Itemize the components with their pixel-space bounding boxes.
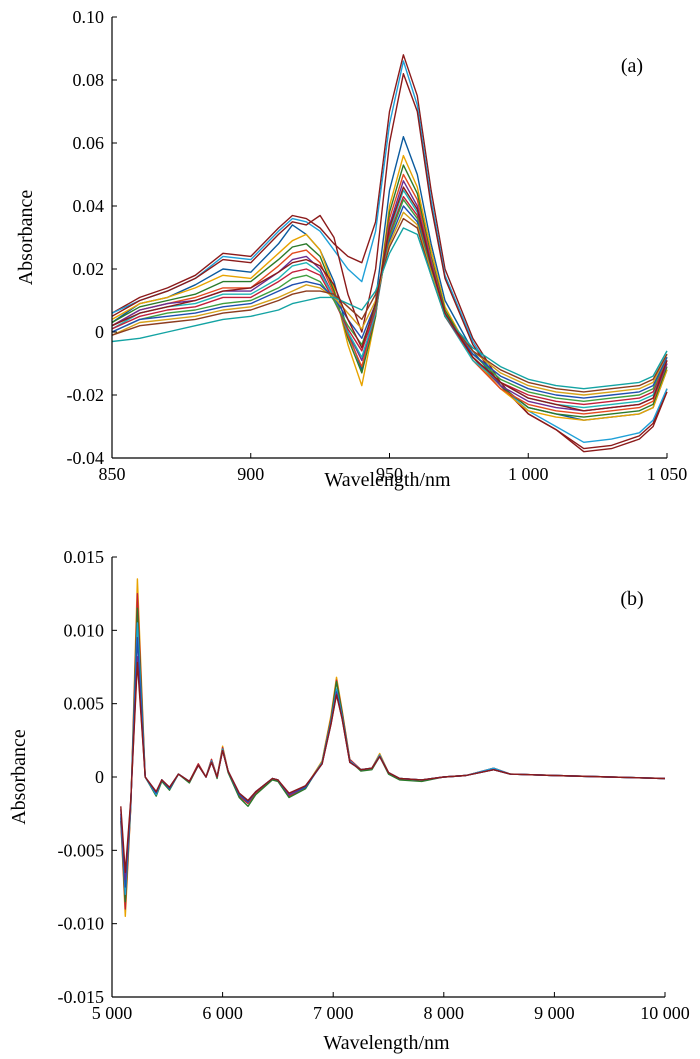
- series-line-1: [111, 54, 668, 450]
- series-line-7: [120, 661, 666, 873]
- series-line-1: [120, 578, 666, 917]
- series-line-15: [111, 227, 668, 390]
- y-tick-label: 0: [95, 322, 104, 342]
- x-tick-label: 950: [376, 464, 403, 484]
- x-axis-title: Wavelength/nm: [323, 1032, 450, 1054]
- series-line-3: [111, 73, 668, 453]
- y-tick-label: -0.005: [58, 840, 105, 860]
- y-axis-title: Absorbance: [15, 190, 37, 286]
- x-tick-label: 8 000: [424, 1003, 465, 1023]
- series-line-5: [120, 637, 666, 888]
- y-tick-label: -0.02: [67, 385, 105, 405]
- y-tick-label: 0.005: [64, 694, 105, 714]
- y-tick-label: -0.015: [58, 987, 105, 1007]
- y-tick-label: -0.010: [58, 914, 105, 934]
- x-tick-label: 9 000: [534, 1003, 575, 1023]
- y-tick-label: 0.015: [64, 547, 105, 567]
- y-tick-label: 0.02: [73, 259, 105, 279]
- y-axis-title: Absorbance: [8, 729, 30, 825]
- y-tick-label: 0.10: [73, 7, 105, 27]
- x-tick-label: 900: [237, 464, 264, 484]
- series-line-2: [120, 593, 666, 910]
- y-tick-label: 0: [95, 767, 104, 787]
- x-tick-label: 1 000: [508, 464, 549, 484]
- panel-label: (b): [620, 588, 643, 610]
- series-group: [120, 578, 666, 917]
- y-tick-label: 0.06: [73, 133, 105, 153]
- panel-label: (a): [621, 55, 643, 77]
- series-line-6: [120, 656, 666, 881]
- series-line-16: [111, 186, 668, 412]
- y-tick-label: 0.010: [64, 620, 105, 640]
- x-tick-label: 10 000: [640, 1003, 690, 1023]
- y-tick-label: 0.04: [73, 196, 105, 216]
- series-line-2: [111, 60, 668, 443]
- chart-panel-a: -0.04 -0.02 0 0.02 0.04 0.06 0.08 0.10 850 900 950…: [15, 7, 687, 491]
- y-tick-label: 0.08: [73, 70, 105, 90]
- x-tick-label: 7 000: [313, 1003, 354, 1023]
- x-tick-label: 6 000: [202, 1003, 243, 1023]
- x-tick-label: 850: [99, 464, 126, 484]
- series-line-6: [111, 164, 668, 418]
- y-tick-label: -0.04: [67, 448, 105, 468]
- series-line-4: [111, 136, 668, 421]
- series-group: [111, 54, 668, 453]
- series-line-3: [120, 607, 666, 903]
- series-line-4: [120, 622, 666, 895]
- x-tick-label: 1 050: [647, 464, 688, 484]
- x-tick-label: 5 000: [92, 1003, 133, 1023]
- x-axis-title: Wavelength/nm: [324, 469, 451, 491]
- chart-panel-b: -0.015 -0.010 -0.005 0 0.005 0.010 0.015 5 000 6…: [8, 547, 690, 1054]
